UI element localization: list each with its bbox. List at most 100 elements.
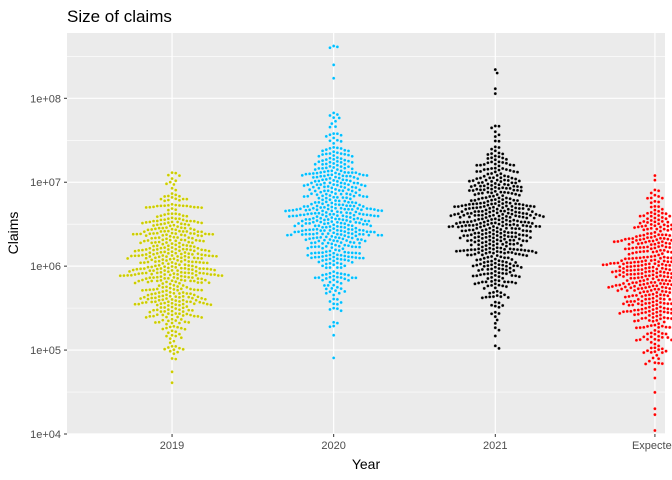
- data-point: [172, 287, 176, 292]
- data-point: [328, 324, 332, 329]
- data-point: [331, 76, 336, 80]
- data-point: [649, 280, 653, 285]
- data-point: [188, 313, 193, 317]
- data-point: [664, 263, 668, 268]
- data-point: [489, 147, 494, 151]
- data-point: [667, 267, 672, 272]
- data-point: [493, 314, 498, 319]
- data-point: [530, 249, 535, 253]
- data-point: [209, 302, 213, 307]
- data-point: [495, 192, 499, 197]
- data-point: [528, 213, 533, 218]
- data-point: [614, 269, 618, 274]
- data-point: [307, 221, 312, 226]
- data-point: [478, 176, 483, 180]
- data-point: [487, 238, 492, 242]
- data-point: [324, 244, 329, 249]
- data-point: [183, 238, 187, 242]
- data-point: [343, 162, 347, 167]
- data-point: [199, 221, 204, 225]
- data-point: [339, 192, 343, 196]
- data-point: [343, 148, 347, 153]
- data-point: [302, 204, 306, 209]
- data-point: [337, 244, 342, 248]
- data-point: [625, 309, 629, 314]
- data-point: [515, 264, 520, 268]
- data-point: [173, 329, 178, 334]
- data-point: [144, 205, 148, 210]
- data-point: [185, 214, 189, 218]
- data-point: [300, 232, 305, 237]
- data-point: [172, 256, 176, 261]
- data-point: [357, 211, 362, 216]
- data-point: [476, 217, 481, 222]
- data-point: [526, 249, 531, 253]
- data-point: [294, 214, 299, 218]
- data-point: [173, 203, 178, 207]
- data-point: [212, 268, 217, 272]
- data-point: [162, 276, 167, 281]
- data-point: [499, 179, 503, 184]
- data-point: [148, 246, 152, 251]
- data-point: [642, 219, 646, 224]
- data-point: [192, 249, 197, 253]
- data-point: [148, 254, 152, 259]
- data-point: [460, 209, 464, 214]
- data-point: [333, 202, 338, 207]
- data-point: [645, 332, 650, 336]
- data-point: [656, 347, 661, 352]
- data-point: [504, 200, 509, 205]
- data-point: [199, 296, 204, 301]
- data-point: [499, 175, 503, 180]
- data-point: [500, 156, 505, 160]
- data-point: [140, 271, 145, 276]
- data-point: [168, 257, 172, 261]
- data-point: [493, 181, 498, 186]
- data-point: [502, 178, 507, 182]
- data-point: [658, 269, 663, 274]
- data-point: [173, 243, 178, 247]
- data-point: [326, 169, 330, 173]
- data-point: [361, 173, 366, 177]
- data-point: [493, 257, 498, 261]
- data-point: [630, 280, 635, 285]
- data-point: [322, 221, 327, 226]
- data-point: [653, 193, 657, 197]
- data-point: [343, 170, 347, 175]
- data-point: [146, 228, 150, 232]
- data-point: [504, 240, 509, 245]
- data-point: [506, 280, 511, 284]
- data-point: [619, 238, 624, 243]
- data-point: [168, 336, 172, 341]
- data-point: [658, 317, 663, 321]
- data-point: [627, 282, 631, 286]
- data-point: [486, 271, 490, 276]
- data-point: [517, 202, 522, 206]
- data-point: [513, 192, 518, 196]
- data-point: [328, 249, 332, 253]
- data-point: [173, 188, 178, 192]
- data-point: [337, 248, 342, 253]
- data-point: [506, 190, 511, 195]
- data-point: [341, 237, 345, 241]
- data-point: [502, 255, 507, 260]
- data-point: [133, 249, 137, 253]
- data-point: [307, 208, 312, 212]
- data-point: [484, 211, 488, 216]
- data-point: [654, 275, 659, 279]
- data-point: [335, 150, 340, 155]
- data-point: [331, 153, 336, 158]
- data-point: [601, 263, 605, 267]
- data-point: [318, 205, 323, 210]
- data-point: [480, 213, 485, 217]
- data-point: [350, 244, 354, 249]
- data-point: [643, 262, 648, 267]
- data-point: [192, 231, 197, 236]
- data-point: [506, 230, 511, 235]
- data-point: [331, 165, 336, 170]
- data-point: [177, 321, 182, 325]
- data-point: [495, 207, 499, 211]
- data-point: [643, 266, 648, 271]
- data-point: [513, 213, 518, 218]
- data-point: [524, 253, 529, 258]
